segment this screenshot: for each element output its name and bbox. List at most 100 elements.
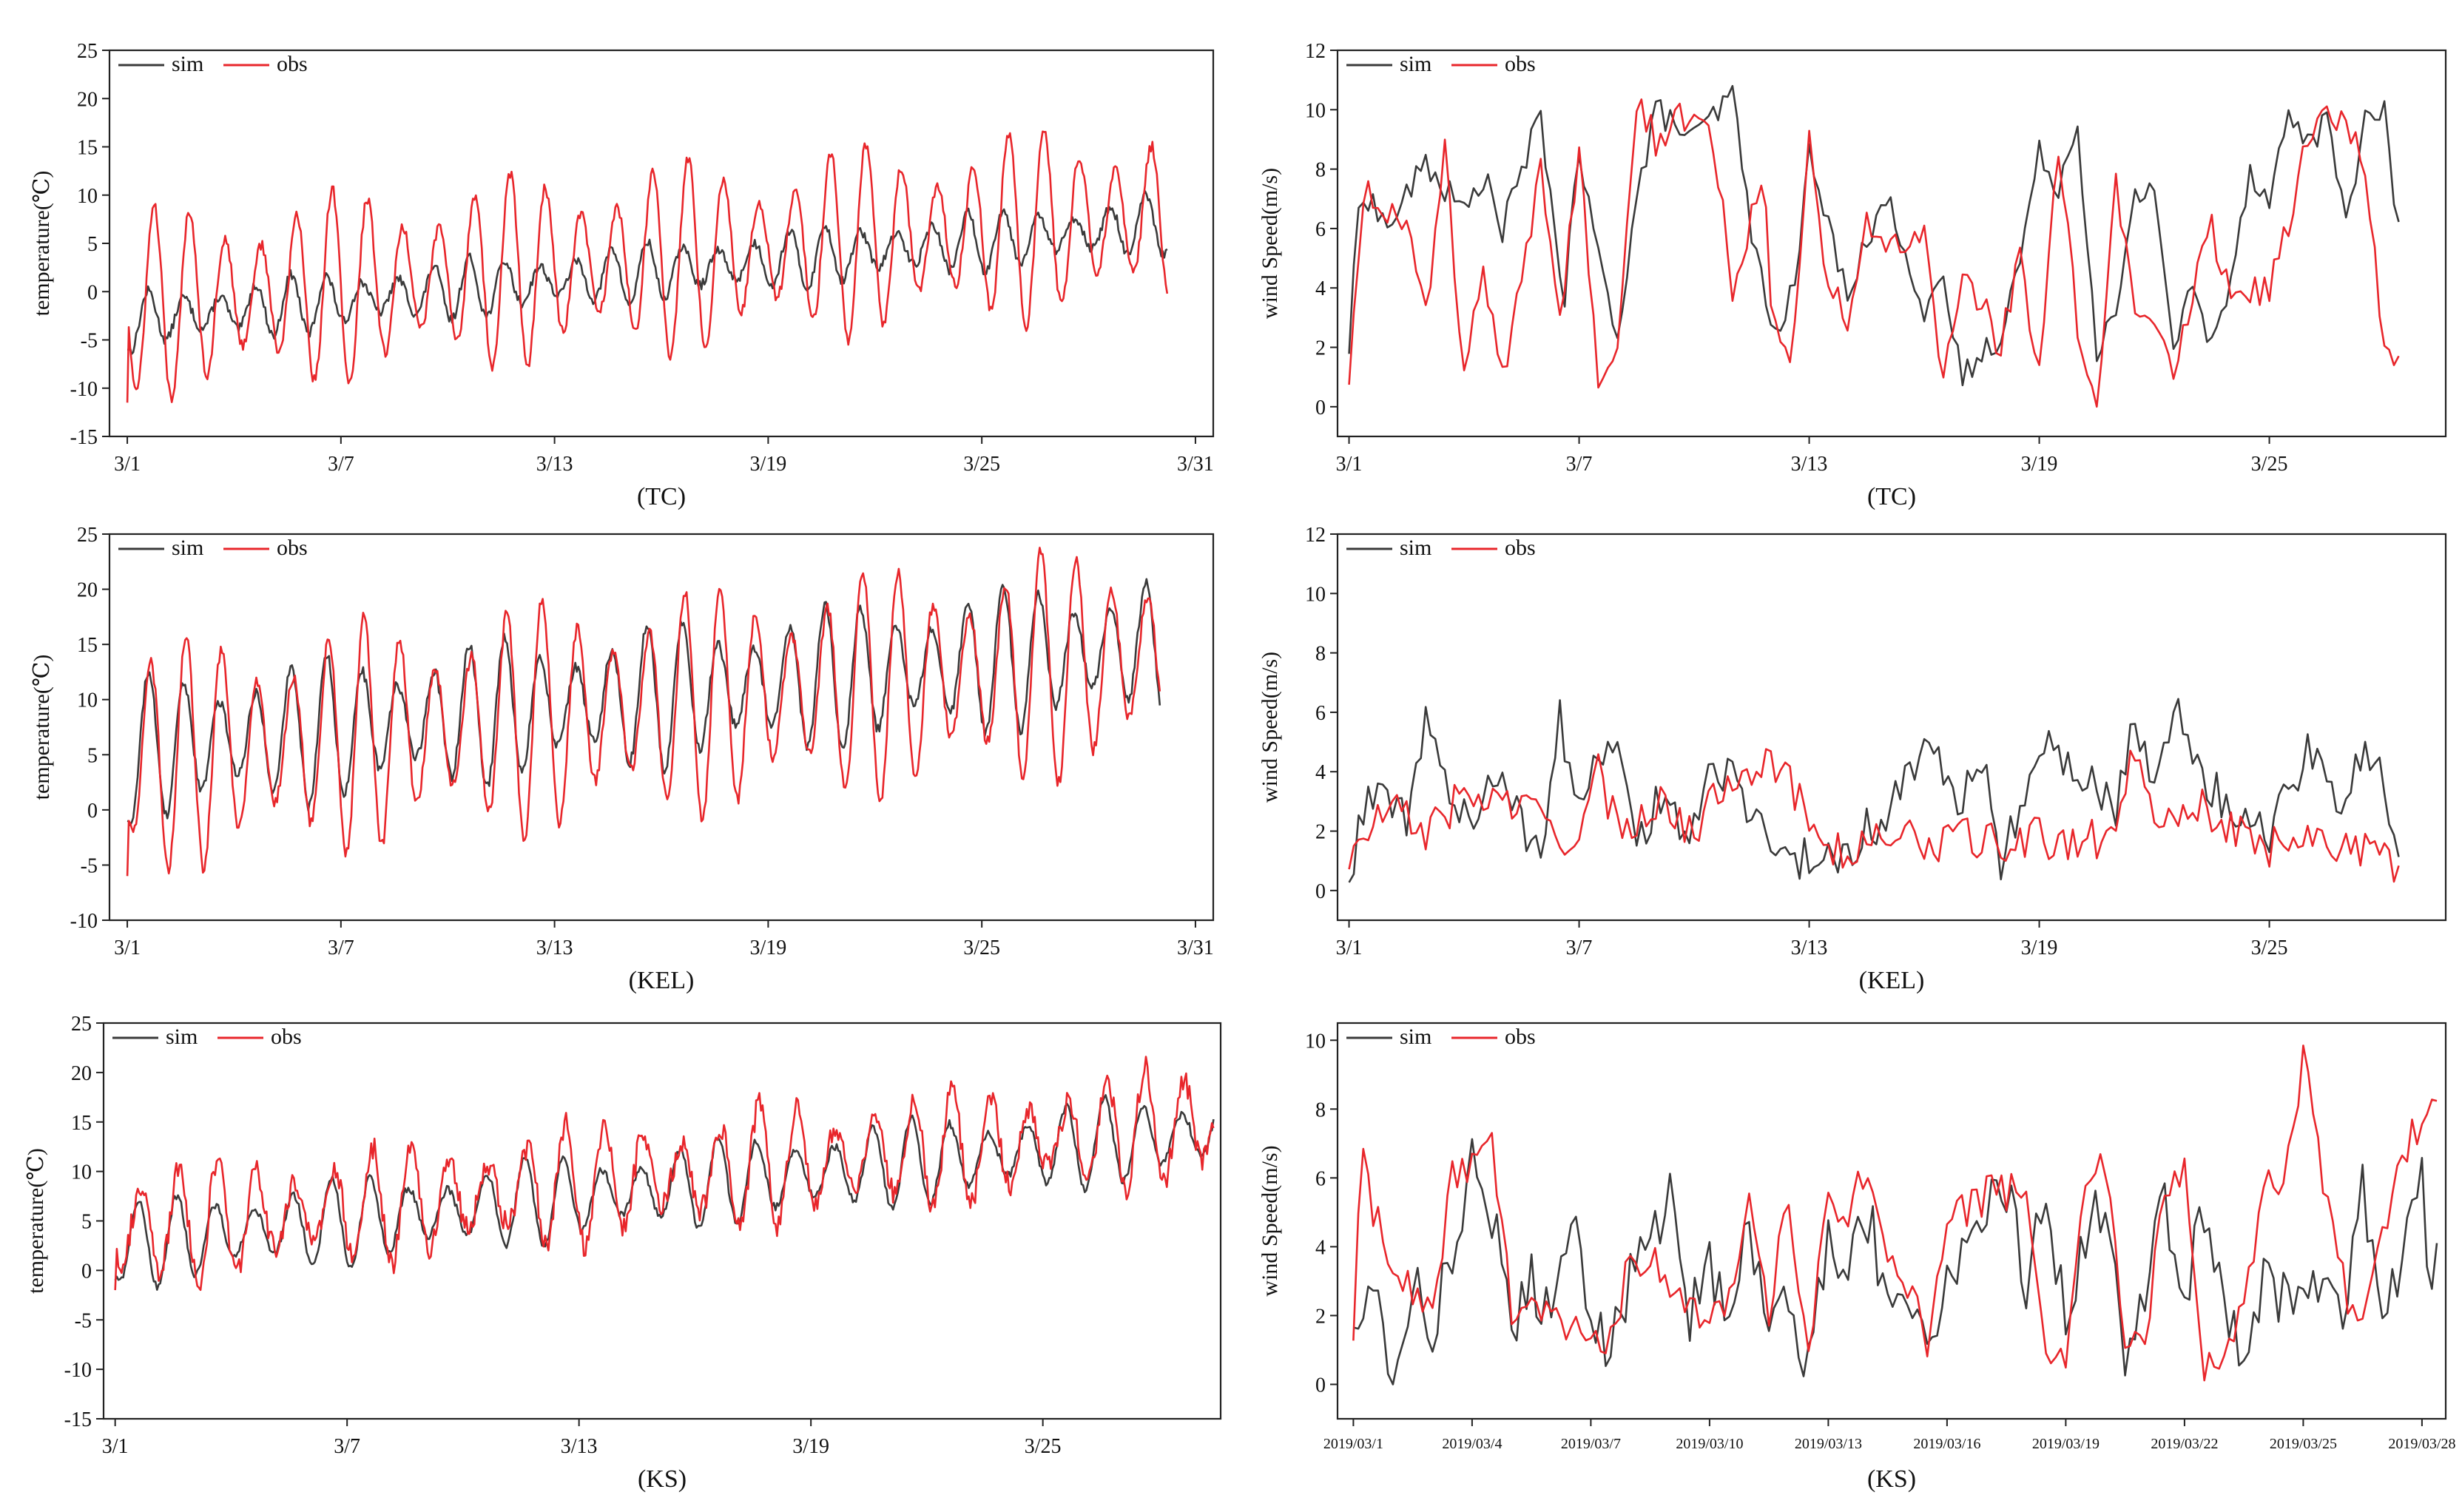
ks-wind-caption: (KS)	[1867, 1465, 1916, 1493]
ks-wind-plot-frame	[1336, 1022, 2447, 1420]
tc-temp-ytick-label: 20	[77, 88, 98, 111]
kel-wind-series-sim	[1348, 698, 2400, 883]
tc-temp-ytick-label: -15	[70, 426, 98, 449]
ks-wind-xtick-label: 2019/03/4	[1442, 1436, 1502, 1452]
kel-wind-ytick-label: 10	[1305, 583, 1326, 606]
ks-wind-series-obs	[1352, 1044, 2438, 1382]
tc-wind-xtick-label: 3/19	[2021, 453, 2058, 476]
kel-wind-xtick-label: 3/13	[1791, 936, 1828, 959]
kel-wind-ytick-label: 6	[1315, 702, 1326, 725]
kel-wind-legend-label-obs: obs	[1505, 536, 1536, 560]
tc-wind-ytick-label: 0	[1315, 396, 1326, 419]
kel-wind-xtick-label: 3/25	[2251, 936, 2288, 959]
kel-temp-legend-label-obs: obs	[277, 536, 308, 560]
kel-temp-chart: -10 -5 0 5 10 15 20 25 3/1 3/7 3/13 3/19 3/25 3/31 sim…	[30, 524, 1215, 994]
tc-temp-ytick-label: 25	[77, 40, 98, 63]
ks-temp-series-obs	[114, 1056, 1215, 1292]
kel-wind-xtick-label: 3/19	[2021, 936, 2058, 959]
kel-temp-ytick-label: 15	[77, 634, 98, 657]
ks-temp-legend-label-obs: obs	[271, 1025, 302, 1049]
kel-temp-ytick-label: -10	[70, 910, 98, 933]
ks-wind-ytick-label: 10	[1305, 1030, 1326, 1053]
tc-temp-series-sim	[127, 190, 1168, 355]
ks-temp-ytick-label: -5	[75, 1309, 92, 1332]
tc-wind-xtick-label: 3/7	[1566, 453, 1593, 476]
kel-wind-chart: 0 2 4 6 8 10 12 3/1 3/7 3/13 3/19 3/25 sim obs wind Sp…	[1258, 524, 2447, 994]
ks-temp-ytick-label: -15	[64, 1408, 92, 1431]
ks-temp-xtick-label: 3/7	[334, 1435, 360, 1458]
tc-temp-plot-frame	[108, 49, 1215, 438]
tc-wind-xtick-label: 3/1	[1336, 453, 1363, 476]
tc-temp-chart: -15 -10 -5 0 5 10 15 20 25 3/1 3/7 3/13 3/19 3/25 3/31…	[30, 40, 1215, 510]
kel-temp-ytick-label: 0	[87, 800, 98, 823]
tc-temp-xtick-label: 3/13	[536, 453, 573, 476]
kel-wind-ytick-label: 8	[1315, 643, 1326, 666]
ks-wind-xtick-label: 2019/03/10	[1676, 1436, 1743, 1452]
tc-wind-ylabel: wind Speed(m/s)	[1258, 168, 1282, 319]
ks-wind-xtick-label: 2019/03/7	[1561, 1436, 1621, 1452]
kel-temp-xtick-label: 3/1	[114, 936, 141, 959]
kel-temp-xtick-label: 3/19	[749, 936, 786, 959]
ks-temp-ytick-label: 5	[81, 1211, 92, 1234]
kel-wind-plot-frame	[1336, 533, 2447, 922]
tc-wind-plot-frame	[1336, 49, 2447, 438]
tc-temp-xtick-label: 3/31	[1177, 453, 1214, 476]
kel-temp-plot-frame	[108, 533, 1215, 922]
tc-wind-series-obs	[1348, 98, 2400, 408]
ks-temp-ylabel: temperature(℃)	[24, 1148, 48, 1294]
ks-temp-ytick-label: 10	[71, 1161, 92, 1184]
kel-temp-ytick-label: -5	[81, 854, 98, 877]
kel-wind-xtick-label: 3/7	[1566, 936, 1593, 959]
kel-wind-ytick-label: 2	[1315, 821, 1326, 844]
ks-temp-legend-label-sim: sim	[166, 1025, 198, 1049]
tc-wind-series-sim	[1348, 84, 2400, 387]
kel-temp-ytick-label: 20	[77, 579, 98, 602]
kel-temp-series-obs	[126, 547, 1161, 877]
ks-wind-xtick-label: 2019/03/13	[1795, 1436, 1862, 1452]
ks-wind-ytick-label: 8	[1315, 1098, 1326, 1121]
tc-temp-xtick-label: 3/19	[749, 453, 786, 476]
ks-temp-ytick-label: 25	[71, 1013, 92, 1036]
kel-temp-ytick-label: 25	[77, 524, 98, 547]
ks-temp-ytick-label: 15	[71, 1112, 92, 1135]
kel-temp-series-sim	[127, 578, 1161, 826]
tc-temp-caption: (TC)	[637, 483, 686, 510]
tc-temp-ytick-label: -10	[70, 378, 98, 401]
kel-temp-ytick-label: 10	[77, 689, 98, 712]
ks-temp-ytick-label: -10	[64, 1359, 92, 1382]
kel-temp-xtick-label: 3/13	[536, 936, 573, 959]
tc-temp-ytick-label: 10	[77, 185, 98, 208]
tc-temp-ytick-label: -5	[81, 330, 98, 353]
ks-wind-ylabel: wind Speed(m/s)	[1258, 1145, 1282, 1296]
tc-wind-caption: (TC)	[1867, 483, 1916, 510]
ks-temp-ytick-label: 0	[81, 1260, 92, 1283]
kel-temp-ytick-label: 5	[87, 744, 98, 767]
ks-temp-ytick-label: 20	[71, 1062, 92, 1085]
tc-temp-legend-label-obs: obs	[277, 52, 308, 76]
ks-wind-series-sim	[1353, 1138, 2438, 1386]
tc-wind-ytick-label: 2	[1315, 337, 1326, 360]
tc-temp-xtick-label: 3/1	[114, 453, 141, 476]
kel-wind-series-obs	[1348, 748, 2400, 883]
ks-wind-chart: 0 2 4 6 8 10 2019/03/1 2019/03/4 2019/03/7 2019/0…	[1258, 1022, 2455, 1493]
ks-wind-legend-label-obs: obs	[1505, 1025, 1536, 1049]
ks-wind-xtick-label: 2019/03/22	[2151, 1436, 2218, 1452]
tc-temp-ytick-label: 0	[87, 281, 98, 304]
tc-wind-legend-label-sim: sim	[1400, 52, 1431, 76]
tc-temp-legend-label-sim: sim	[172, 52, 203, 76]
ks-wind-xtick-label: 2019/03/19	[2032, 1436, 2100, 1452]
tc-wind-chart: 0 2 4 6 8 10 12 3/1 3/7 3/13 3/19 3/25 sim obs wind Sp…	[1258, 40, 2447, 510]
kel-wind-ytick-label: 12	[1305, 524, 1326, 547]
tc-temp-xtick-label: 3/7	[328, 453, 354, 476]
ks-wind-xtick-label: 2019/03/25	[2270, 1436, 2337, 1452]
kel-wind-ylabel: wind Speed(m/s)	[1258, 652, 1282, 803]
kel-temp-xtick-label: 3/31	[1177, 936, 1214, 959]
kel-temp-xtick-label: 3/7	[328, 936, 354, 959]
ks-temp-plot-frame	[102, 1022, 1222, 1420]
ks-temp-xtick-label: 3/19	[792, 1435, 829, 1458]
tc-temp-ytick-label: 15	[77, 137, 98, 160]
ks-temp-chart: -15 -10 -5 0 5 10 15 20 25 3/1 3/7 3/13 3/19 3/25 sim o…	[24, 1013, 1222, 1493]
tc-wind-xtick-label: 3/25	[2251, 453, 2288, 476]
ks-temp-series-sim	[114, 1094, 1215, 1291]
tc-temp-ytick-label: 5	[87, 233, 98, 256]
